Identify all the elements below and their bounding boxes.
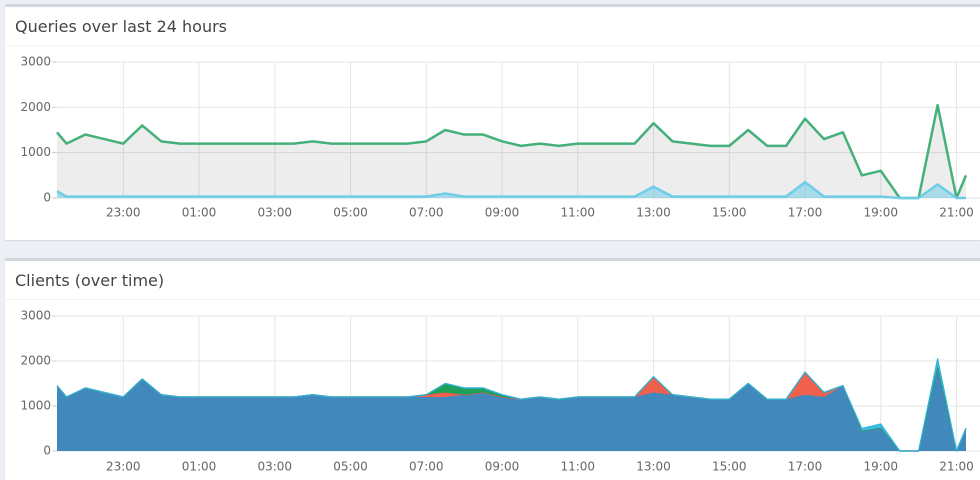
line <box>56 103 968 200</box>
area <box>57 365 966 451</box>
x-tick-label: 19:00 <box>863 206 898 220</box>
y-tick-label: 2000 <box>20 100 51 114</box>
y-tick-label: 0 <box>43 444 51 458</box>
panel-title: Clients (over time) <box>5 261 980 300</box>
area <box>57 105 966 198</box>
y-tick-label: 0 <box>43 191 51 205</box>
line <box>56 358 967 452</box>
chart: 0 1000 2000 3000 23:00 01:00 03:00 05:00 07:00 09… <box>20 309 980 474</box>
x-tick-label: 03:00 <box>257 460 292 474</box>
y-tick-label: 3000 <box>20 55 51 69</box>
chart: 0 1000 2000 3000 23:00 01:00 03:00 05:00 07:00 09… <box>20 55 980 220</box>
x-tick-label: 17:00 <box>788 460 823 474</box>
x-tick-label: 13:00 <box>636 206 671 220</box>
x-tick-label: 21:00 <box>939 206 974 220</box>
y-tick-label: 2000 <box>20 354 51 368</box>
y-tick-label: 3000 <box>20 309 51 323</box>
panel: Clients (over time) 0 1000 2000 3000 23:00 01… <box>5 258 980 480</box>
x-tick-label: 23:00 <box>106 206 141 220</box>
panel: Queries over last 24 hours 0 1000 2000 3000… <box>5 4 980 240</box>
x-tick-label: 13:00 <box>636 460 671 474</box>
x-tick-label: 09:00 <box>485 460 520 474</box>
x-tick-label: 07:00 <box>409 206 444 220</box>
y-tick-label: 1000 <box>20 399 51 413</box>
panel-title: Queries over last 24 hours <box>5 7 980 46</box>
x-tick-label: 19:00 <box>863 460 898 474</box>
x-tick-label: 01:00 <box>182 206 217 220</box>
x-tick-label: 17:00 <box>788 206 823 220</box>
x-tick-label: 15:00 <box>712 206 747 220</box>
x-tick-label: 11:00 <box>560 206 595 220</box>
line <box>56 180 966 200</box>
x-tick-label: 21:00 <box>939 460 974 474</box>
x-tick-label: 15:00 <box>712 460 747 474</box>
x-tick-label: 11:00 <box>560 460 595 474</box>
x-tick-label: 09:00 <box>485 206 520 220</box>
x-tick-label: 01:00 <box>182 460 217 474</box>
x-tick-label: 23:00 <box>106 460 141 474</box>
x-tick-label: 07:00 <box>409 460 444 474</box>
x-tick-label: 03:00 <box>257 206 292 220</box>
x-tick-label: 05:00 <box>333 206 368 220</box>
y-tick-label: 1000 <box>20 145 51 159</box>
x-tick-label: 05:00 <box>333 460 368 474</box>
